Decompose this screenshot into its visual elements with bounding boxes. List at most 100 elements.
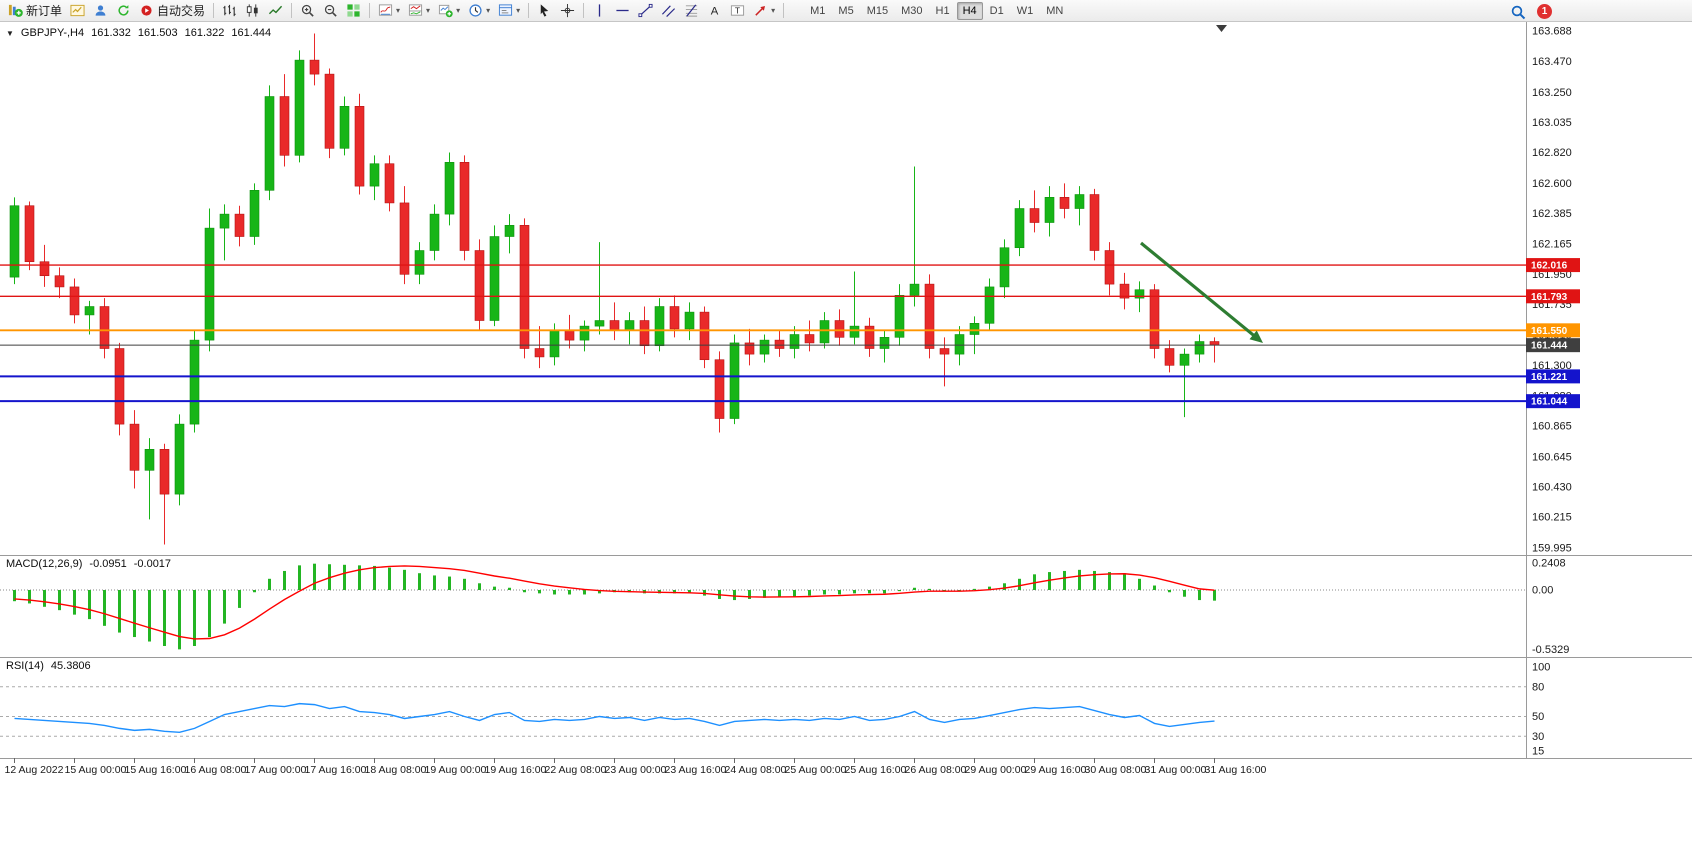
candle-body: [219, 213, 230, 229]
candle-body: [489, 236, 500, 321]
symbol-period-text: GBPJPY-,H4: [20, 27, 85, 39]
chart-canvas[interactable]: 163.688 163.470 163.250 163.035 162.820 162.6…: [0, 22, 1692, 844]
periods-button[interactable]: ▾: [464, 1, 494, 20]
timeframe-w1-button[interactable]: W1: [1011, 2, 1040, 20]
price-tag-label: 161.793: [1531, 292, 1568, 303]
candle-body: [759, 339, 770, 355]
search-button[interactable]: [1506, 2, 1530, 21]
candle-body: [1179, 353, 1190, 366]
candle-body: [189, 339, 200, 425]
fibonacci-button[interactable]: [680, 1, 703, 20]
timeframe-d1-button[interactable]: D1: [984, 2, 1010, 20]
price-axis-label: 160.645: [1532, 452, 1572, 464]
fibo-icon: [684, 3, 699, 18]
price-axis-label: 162.385: [1532, 208, 1572, 220]
notification-badge[interactable]: 1: [1537, 4, 1552, 19]
candle-body: [444, 162, 455, 215]
timeframe-m15-button[interactable]: M15: [861, 2, 894, 20]
charts-button[interactable]: [66, 1, 89, 20]
candle-body: [114, 348, 125, 425]
text-label-button[interactable]: T: [726, 1, 749, 20]
candle-body: [699, 311, 710, 361]
candle-body: [1164, 348, 1175, 366]
refresh-button[interactable]: [112, 1, 135, 20]
bars-icon: [222, 3, 237, 18]
candle-body: [864, 325, 875, 349]
candle-body: [54, 275, 65, 288]
line-chart-button[interactable]: [264, 1, 287, 20]
text-button[interactable]: A: [703, 1, 726, 20]
zoom-in-button[interactable]: [296, 1, 319, 20]
chart-shift-marker-icon[interactable]: [1216, 25, 1227, 32]
candle-body: [474, 250, 485, 321]
time-axis-label: 19 Aug 00:00: [425, 764, 487, 776]
macd-axis-label: 0.00: [1532, 585, 1553, 597]
candle-body: [879, 337, 890, 349]
tile-windows-button[interactable]: [342, 1, 365, 20]
toolbar-divider: [528, 3, 530, 18]
dropdown-caret-icon: ▾: [396, 5, 401, 15]
candle-body: [804, 334, 815, 344]
refresh-icon: [116, 3, 131, 18]
candle-body: [1134, 289, 1145, 299]
templates-button[interactable]: ▾: [494, 1, 524, 20]
candle-body: [1209, 341, 1220, 346]
candle-body: [639, 320, 650, 347]
price-axis-label: 161.300: [1532, 360, 1572, 372]
price-axis-label: 163.688: [1532, 26, 1572, 38]
candlestick-chart-button[interactable]: [241, 1, 264, 20]
trend-arrow[interactable]: [1139, 241, 1258, 340]
price-axis-label: 163.470: [1532, 56, 1572, 68]
autotrading-label: 自动交易: [157, 4, 206, 18]
candle-body: [1014, 208, 1025, 249]
candle-body: [1119, 283, 1130, 299]
candle-body: [744, 342, 755, 355]
timeframe-h1-button[interactable]: H1: [930, 2, 956, 20]
candle-body: [414, 250, 425, 275]
profiles-button[interactable]: [89, 1, 112, 20]
time-axis-label: 31 Aug 00:00: [1145, 764, 1207, 776]
cursor-icon: [537, 3, 552, 18]
symbol-info: ▼ GBPJPY-,H4 161.332 161.503 161.322 161.444: [6, 27, 278, 39]
candle-body: [564, 330, 575, 341]
indicators-icon: [378, 3, 393, 18]
indicator-windows-button[interactable]: ▾: [404, 1, 434, 20]
candle-body: [894, 295, 905, 338]
hline-icon: [615, 3, 630, 18]
time-axis-label: 19 Aug 16:00: [485, 764, 547, 776]
candle-body: [714, 359, 725, 419]
equidistant-channel-button[interactable]: [657, 1, 680, 20]
price-axis-label: 162.600: [1532, 178, 1572, 190]
svg-text:T: T: [735, 5, 740, 15]
autotrading-button[interactable]: 自动交易: [135, 1, 209, 20]
new-order-button[interactable]: 新订单: [4, 1, 66, 20]
candle-body: [279, 96, 290, 156]
cursor-button[interactable]: [533, 1, 556, 20]
ohlc-low: 161.322: [184, 27, 225, 39]
chart-area: 163.688 163.470 163.250 163.035 162.820 162.6…: [0, 22, 1692, 844]
macd-value-signal: -0.0017: [133, 558, 172, 570]
timeframe-m1-button[interactable]: M1: [804, 2, 831, 20]
trend-arrow-head: [1249, 330, 1263, 343]
horizontal-line-button[interactable]: [611, 1, 634, 20]
timeframe-m30-button[interactable]: M30: [895, 2, 928, 20]
zoom-out-button[interactable]: [319, 1, 342, 20]
timeframe-m5-button[interactable]: M5: [832, 2, 859, 20]
arrows-button[interactable]: ▾: [749, 1, 779, 20]
symbol-dropdown-icon[interactable]: ▼: [6, 29, 14, 38]
vertical-line-button[interactable]: [588, 1, 611, 20]
crosshair-button[interactable]: [556, 1, 579, 20]
trendline-button[interactable]: [634, 1, 657, 20]
indicators-button[interactable]: ▾: [374, 1, 404, 20]
candle-body: [819, 320, 830, 344]
rsi-header: RSI(14) 45.3806: [6, 660, 98, 672]
add-chart-button[interactable]: ▾: [434, 1, 464, 20]
price-axis-label: 160.865: [1532, 421, 1572, 433]
timeframe-h4-button[interactable]: H4: [956, 1, 983, 20]
search-icon: [1510, 4, 1526, 20]
timeframe-mn-button[interactable]: MN: [1040, 2, 1069, 20]
price-tag: [1526, 289, 1580, 304]
macd-header: MACD(12,26,9) -0.0951 -0.0017: [6, 558, 178, 570]
bars-chart-button[interactable]: [218, 1, 241, 20]
